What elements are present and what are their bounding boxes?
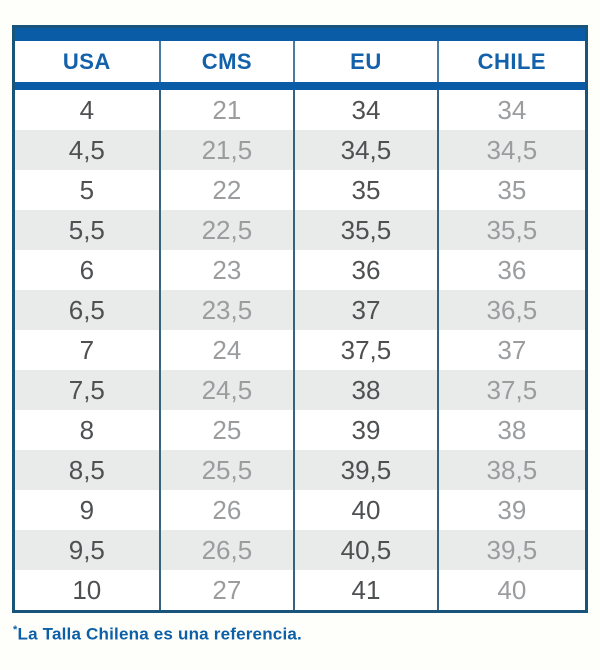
size-cell-usa: 8,5 [68,455,105,485]
table-row: 7,5 24,5 38 37,5 [15,370,585,410]
size-cell-usa: 6 [79,255,95,285]
footnote-text: La Talla Chilena es una referencia. [17,624,302,644]
size-cell-cms: 24 [158,330,294,370]
size-cell-cms: 23 [158,250,294,290]
size-cell-eu: 41 [293,570,437,610]
size-cell-cms: 21 [158,90,294,130]
size-cell-eu: 34,5 [293,130,437,170]
table-row: 9 26 40 39 [15,490,585,530]
table-row: 5 22 35 35 [15,170,585,210]
footnote: *La Talla Chilena es una referencia. [13,624,302,645]
size-cell-chile: 38,5 [436,450,585,490]
column-header-usa: USA [62,48,111,74]
size-cell-usa: 4 [79,95,95,125]
size-cell-usa: 7,5 [68,375,105,405]
size-cell-chile: 35 [436,170,585,210]
table-row: 4,5 21,5 34,5 34,5 [15,130,585,170]
size-cell-eu: 36 [293,250,437,290]
column-header-cms: CMS [158,41,294,82]
table-row: 7 24 37,5 37 [15,330,585,370]
size-cell-chile: 34 [436,90,585,130]
table-row: 6 23 36 36 [15,250,585,290]
size-cell-cms: 25,5 [158,450,294,490]
size-cell-eu: 37,5 [293,330,437,370]
size-cell-usa: 8 [79,415,95,445]
size-cell-usa: 10 [72,575,102,605]
column-header-chile: CHILE [436,41,585,82]
size-cell-eu: 35 [293,170,437,210]
size-cell-cms: 22,5 [158,210,294,250]
table-body: 4 21 34 34 4,5 21,5 34,5 34,5 5 22 35 35 5,5 22,5 35,5… [15,90,585,610]
size-cell-eu: 38 [293,370,437,410]
size-cell-cms: 24,5 [158,370,294,410]
size-cell-cms: 26 [158,490,294,530]
size-cell-usa: 5,5 [68,215,105,245]
table-row: 8,5 25,5 39,5 38,5 [15,450,585,490]
size-cell-usa: 7 [79,335,95,365]
table-row: 5,5 22,5 35,5 35,5 [15,210,585,250]
table-row: 9,5 26,5 40,5 39,5 [15,530,585,570]
column-header-eu: EU [293,41,437,82]
size-conversion-table: USA CMS EU CHILE 4 21 34 34 4,5 21,5 34,5 34,5 5… [12,25,588,613]
size-cell-cms: 25 [158,410,294,450]
size-cell-chile: 37,5 [436,370,585,410]
header-separator-bar [15,82,585,90]
table-row: 8 25 39 38 [15,410,585,450]
table-top-bar [15,28,585,41]
size-cell-cms: 26,5 [158,530,294,570]
size-cell-eu: 40,5 [293,530,437,570]
size-cell-usa: 5 [79,175,95,205]
size-cell-eu: 40 [293,490,437,530]
size-cell-chile: 39,5 [436,530,585,570]
size-cell-chile: 35,5 [436,210,585,250]
size-cell-chile: 36,5 [436,290,585,330]
size-cell-eu: 39,5 [293,450,437,490]
size-cell-chile: 34,5 [436,130,585,170]
size-cell-chile: 40 [436,570,585,610]
size-cell-eu: 39 [293,410,437,450]
size-cell-cms: 27 [158,570,294,610]
size-cell-eu: 35,5 [293,210,437,250]
table-row: 10 27 41 40 [15,570,585,610]
size-cell-cms: 22 [158,170,294,210]
size-cell-chile: 38 [436,410,585,450]
size-cell-usa: 9,5 [68,535,105,565]
size-cell-cms: 21,5 [158,130,294,170]
table-header-row: USA CMS EU CHILE [15,41,585,82]
table-row: 6,5 23,5 37 36,5 [15,290,585,330]
size-cell-eu: 37 [293,290,437,330]
table-row: 4 21 34 34 [15,90,585,130]
size-cell-eu: 34 [293,90,437,130]
size-cell-chile: 36 [436,250,585,290]
size-cell-chile: 39 [436,490,585,530]
size-cell-cms: 23,5 [158,290,294,330]
size-cell-chile: 37 [436,330,585,370]
size-cell-usa: 9 [79,495,95,525]
footnote-asterisk: * [13,624,18,636]
size-cell-usa: 4,5 [68,135,105,165]
size-cell-usa: 6,5 [68,295,105,325]
